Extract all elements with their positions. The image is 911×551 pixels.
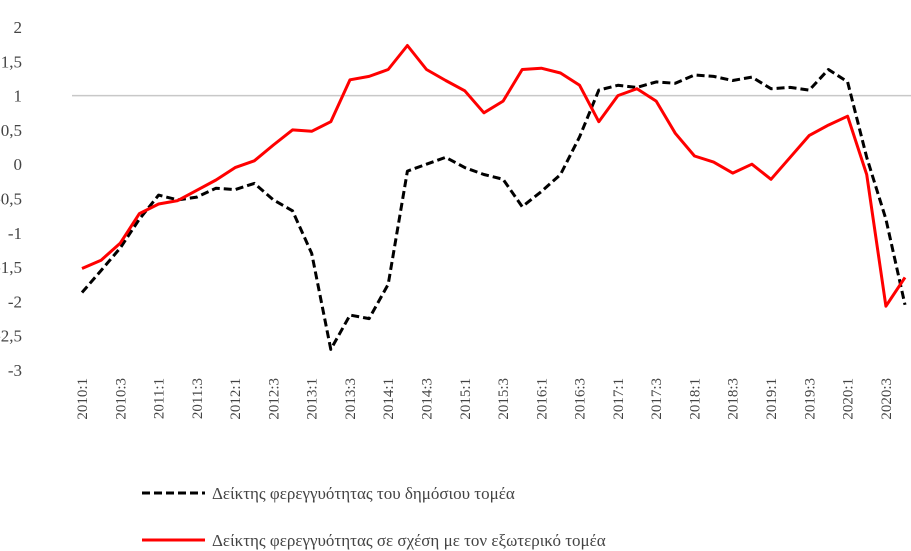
x-tick-label: 2012:3 bbox=[266, 378, 282, 420]
x-tick-label: 2014:3 bbox=[420, 378, 436, 420]
x-tick-label: 2016:3 bbox=[573, 378, 589, 420]
x-tick-label: 2018:3 bbox=[726, 378, 742, 420]
x-tick-label: 2015:1 bbox=[458, 378, 474, 420]
y-tick-label: 0,5 bbox=[1, 121, 22, 140]
y-tick-label: -2,5 bbox=[0, 327, 22, 346]
series-line bbox=[81, 44, 907, 308]
legend-label: Δείκτης φερεγγυότητας σε σχέση με τον εξ… bbox=[212, 531, 606, 550]
x-tick-label: 2011:3 bbox=[190, 378, 206, 419]
y-tick-label: 2 bbox=[14, 18, 23, 37]
x-tick-label: 2020:3 bbox=[879, 378, 895, 420]
x-tick-label: 2016:1 bbox=[534, 378, 550, 420]
x-tick-label: 2012:1 bbox=[228, 378, 244, 420]
x-tick-label: 2013:1 bbox=[305, 378, 321, 420]
y-tick-label: -1,5 bbox=[0, 258, 22, 277]
y-tick-label: -2 bbox=[8, 292, 22, 311]
y-tick-label: -0,5 bbox=[0, 190, 22, 209]
x-tick-label: 2019:1 bbox=[764, 378, 780, 420]
x-tick-label: 2017:1 bbox=[611, 378, 627, 420]
y-tick-label: 0 bbox=[14, 155, 23, 174]
x-tick-label: 2014:1 bbox=[381, 378, 397, 420]
y-tick-label: -3 bbox=[8, 361, 22, 380]
y-tick-label: 1 bbox=[14, 87, 23, 106]
x-tick-label: 2010:3 bbox=[113, 378, 129, 420]
y-tick-label: 1,5 bbox=[1, 52, 22, 71]
x-tick-label: 2011:1 bbox=[152, 378, 168, 419]
x-tick-label: 2015:3 bbox=[496, 378, 512, 420]
x-tick-label: 2020:1 bbox=[841, 378, 857, 420]
y-tick-label: -1 bbox=[8, 224, 22, 243]
x-tick-label: 2018:1 bbox=[687, 378, 703, 420]
x-tick-label: 2010:1 bbox=[75, 378, 91, 420]
x-tick-label: 2017:3 bbox=[649, 378, 665, 420]
x-tick-label: 2013:3 bbox=[343, 378, 359, 420]
series-line bbox=[80, 68, 907, 351]
x-tick-label: 2019:3 bbox=[802, 378, 818, 420]
legend-label: Δείκτης φερεγγυότητας του δημόσιου τομέα bbox=[212, 484, 515, 503]
